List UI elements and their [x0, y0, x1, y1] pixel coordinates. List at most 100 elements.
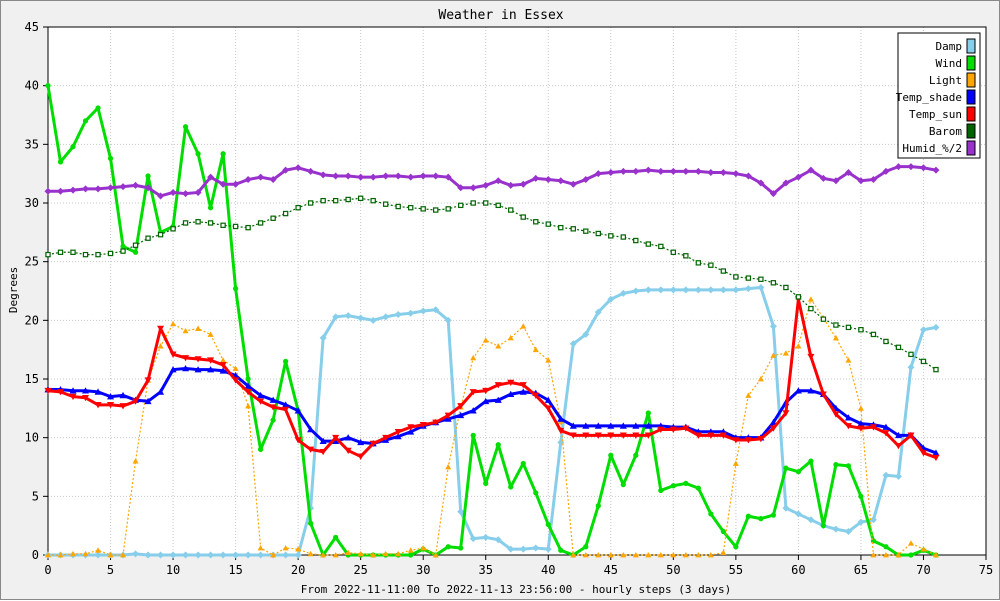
- data-point: [507, 379, 515, 387]
- data-point: [507, 390, 515, 398]
- data-point: [845, 324, 852, 331]
- data-point: [645, 241, 652, 247]
- data-point: [670, 249, 677, 255]
- data-point: [195, 219, 201, 225]
- data-point: [657, 552, 664, 558]
- data-point: [470, 200, 476, 206]
- data-point: [182, 551, 190, 559]
- data-point: [107, 184, 115, 192]
- data-point: [645, 410, 651, 416]
- data-point: [432, 552, 439, 558]
- data-point: [320, 197, 326, 204]
- data-point: [295, 204, 301, 211]
- data-point: [908, 351, 914, 358]
- data-point: [882, 430, 890, 437]
- data-point: [683, 253, 689, 259]
- data-point: [194, 366, 202, 373]
- data-point: [844, 423, 852, 430]
- data-point: [895, 552, 902, 558]
- data-point: [820, 316, 827, 322]
- data-point: [669, 286, 677, 294]
- y-tick-label: 15: [25, 372, 39, 386]
- data-point: [394, 429, 402, 436]
- data-point: [419, 421, 427, 429]
- data-point: [70, 550, 77, 557]
- legend-swatch: [966, 123, 976, 139]
- data-point: [619, 422, 627, 429]
- data-point: [70, 144, 76, 150]
- data-point: [819, 174, 827, 182]
- data-point: [769, 418, 777, 426]
- data-point: [607, 168, 615, 176]
- data-point: [307, 200, 314, 206]
- data-point: [344, 172, 352, 180]
- data-point: [557, 427, 565, 435]
- data-point: [245, 402, 252, 409]
- data-point: [282, 210, 289, 217]
- legend-swatch: [966, 55, 976, 71]
- data-point: [332, 197, 339, 204]
- data-point: [607, 432, 615, 439]
- data-point: [644, 422, 652, 429]
- data-point: [682, 286, 690, 294]
- data-point: [244, 551, 252, 559]
- data-point: [232, 180, 240, 188]
- data-point: [545, 521, 551, 528]
- data-point: [769, 322, 777, 330]
- data-point: [357, 173, 365, 181]
- data-point: [57, 389, 65, 396]
- x-tick-label: 35: [479, 563, 493, 577]
- data-point: [807, 353, 815, 361]
- data-point: [795, 343, 802, 349]
- data-point: [558, 547, 564, 553]
- data-point: [408, 552, 414, 558]
- data-point: [658, 243, 664, 250]
- x-tick-label: 40: [541, 563, 555, 577]
- data-point: [445, 544, 451, 550]
- data-point: [457, 403, 465, 410]
- data-point: [607, 422, 615, 429]
- data-point: [207, 173, 215, 181]
- data-point: [319, 437, 327, 444]
- data-point: [807, 516, 815, 524]
- data-point: [707, 168, 715, 176]
- data-point: [870, 331, 877, 338]
- data-point: [619, 167, 627, 175]
- data-point: [807, 296, 814, 302]
- data-point: [682, 552, 689, 558]
- data-point: [182, 220, 189, 226]
- data-point: [382, 172, 390, 180]
- data-point: [932, 323, 940, 331]
- data-point: [857, 420, 865, 427]
- data-point: [269, 404, 277, 411]
- data-point: [708, 511, 714, 517]
- data-point: [820, 523, 827, 529]
- data-point: [270, 417, 276, 423]
- data-point: [333, 534, 339, 541]
- data-point: [595, 230, 601, 237]
- data-point: [144, 184, 152, 192]
- data-point: [520, 460, 526, 467]
- data-point: [44, 187, 52, 195]
- x-tick-label: 45: [604, 563, 618, 577]
- data-point: [270, 215, 276, 221]
- legend-label: Humid_%/2: [902, 142, 962, 155]
- data-point: [669, 167, 677, 175]
- data-point: [483, 200, 489, 206]
- data-point: [420, 206, 426, 212]
- data-point: [120, 552, 127, 558]
- data-point: [583, 228, 589, 234]
- data-point: [757, 179, 765, 187]
- data-point: [595, 552, 602, 558]
- data-point: [307, 446, 315, 453]
- data-point: [932, 454, 940, 462]
- data-point: [57, 249, 64, 255]
- data-point: [482, 387, 490, 395]
- data-point: [757, 436, 765, 443]
- data-point: [294, 407, 302, 414]
- data-point: [82, 251, 89, 258]
- data-point: [719, 168, 727, 176]
- data-point: [182, 364, 190, 372]
- data-point: [544, 176, 552, 184]
